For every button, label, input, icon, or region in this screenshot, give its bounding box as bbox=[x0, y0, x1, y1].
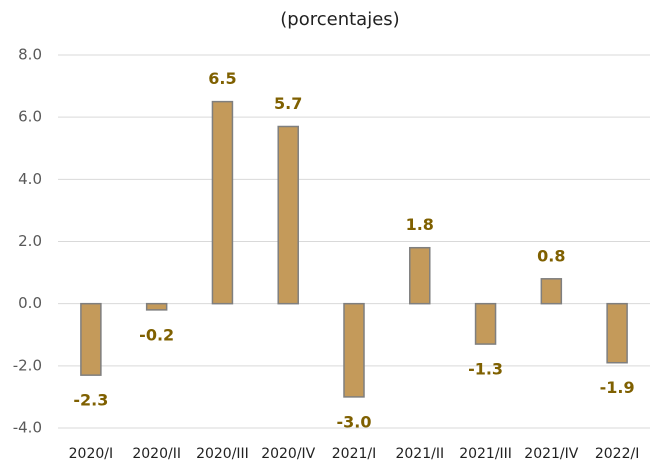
x-tick-label: 2022/I bbox=[595, 446, 639, 462]
x-tick-label: 2020/II bbox=[132, 446, 181, 462]
y-tick-label: 0.0 bbox=[18, 294, 42, 312]
x-tick-label: 2020/III bbox=[196, 446, 249, 462]
value-label: -3.0 bbox=[337, 412, 372, 431]
bar bbox=[80, 302, 102, 376]
value-label: 1.8 bbox=[406, 215, 434, 234]
value-label: 0.8 bbox=[537, 246, 565, 265]
x-tick-label: 2020/IV bbox=[261, 446, 315, 462]
y-tick-label: 4.0 bbox=[18, 170, 42, 188]
bar bbox=[540, 278, 563, 305]
chart-title: (porcentajes) bbox=[280, 9, 399, 30]
value-label: 5.7 bbox=[274, 94, 302, 113]
value-label: -1.3 bbox=[468, 360, 503, 379]
bar bbox=[145, 302, 168, 311]
value-label: 6.5 bbox=[208, 69, 236, 88]
bar bbox=[606, 302, 628, 364]
y-tick-label: 8.0 bbox=[18, 46, 42, 64]
x-tick-label: 2021/I bbox=[332, 446, 376, 462]
x-tick-label: 2021/III bbox=[459, 446, 512, 462]
x-tick-label: 2021/IV bbox=[524, 446, 578, 462]
y-tick-label: -2.0 bbox=[13, 356, 42, 374]
x-tick-label: 2021/II bbox=[395, 446, 444, 462]
y-tick-label: 2.0 bbox=[18, 232, 42, 250]
y-tick-label: 6.0 bbox=[18, 108, 42, 126]
value-label: -2.3 bbox=[73, 391, 108, 410]
x-tick-label: 2020/I bbox=[69, 446, 113, 462]
bar bbox=[474, 302, 497, 345]
value-label: -1.9 bbox=[600, 378, 635, 397]
bar bbox=[211, 100, 234, 305]
bar bbox=[409, 246, 431, 305]
bar bbox=[343, 302, 365, 398]
value-label: -0.2 bbox=[139, 325, 174, 344]
bar bbox=[277, 125, 299, 305]
y-tick-label: -4.0 bbox=[13, 419, 42, 437]
